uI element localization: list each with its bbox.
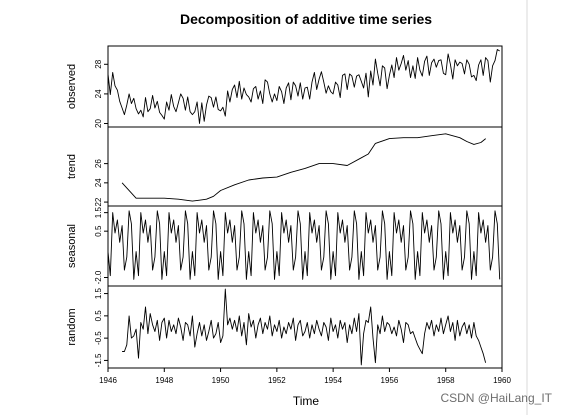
y-tick-label-trend: 26 — [94, 159, 103, 168]
y-tick-label-random: -0.5 — [94, 331, 103, 345]
y-tick-label-observed: 24 — [94, 89, 103, 98]
y-axis-label-random: random — [66, 308, 78, 345]
series-line-seasonal — [107, 210, 501, 280]
chart-title: Decomposition of additive time series — [180, 11, 432, 27]
y-tick-label-random: 0.5 — [94, 310, 103, 322]
x-tick-label: 1948 — [155, 376, 173, 385]
y-axis-label-trend: trend — [66, 154, 78, 179]
x-tick-label: 1954 — [324, 376, 342, 385]
y-axis-label-observed: observed — [66, 64, 78, 109]
panel-seasonal: -2.0 0.5 1.5 seasonal — [66, 205, 503, 287]
series-line-random — [122, 288, 487, 366]
panel-random: -1.5 -0.5 0.5 1.5 random — [66, 285, 503, 369]
x-axis-label: Time — [293, 394, 320, 408]
panel-frame-observed — [107, 45, 503, 128]
y-tick-label-trend: 24 — [94, 178, 103, 187]
watermark-text: CSDN @HaiLang_IT — [440, 391, 552, 405]
y-tick-label-seasonal: -2.0 — [94, 270, 103, 284]
y-tick-label-random: 1.5 — [94, 287, 103, 299]
y-tick-label-observed: 20 — [94, 119, 103, 128]
y-tick-label-trend: 22 — [94, 197, 103, 206]
panel-trend: 22 24 26 trend — [66, 126, 503, 207]
x-tick-label: 1950 — [212, 376, 230, 385]
y-axis-label-seasonal: seasonal — [66, 224, 78, 268]
y-tick-label-seasonal: 0.5 — [94, 225, 103, 237]
panel-frame-random — [107, 285, 503, 369]
series-line-observed — [107, 49, 500, 124]
panel-frame-trend — [107, 126, 503, 207]
x-tick-label: 1958 — [437, 376, 455, 385]
x-axis: 1946 1948 1950 1952 1954 1956 1958 1960 — [99, 368, 511, 385]
x-tick-label: 1946 — [99, 376, 117, 385]
y-tick-label-observed: 28 — [94, 59, 103, 68]
x-tick-label: 1956 — [381, 376, 399, 385]
x-tick-label: 1952 — [268, 376, 286, 385]
y-tick-label-seasonal: 1.5 — [94, 207, 103, 219]
x-tick-label: 1960 — [493, 376, 511, 385]
y-tick-label-random: -1.5 — [94, 353, 103, 367]
series-line-trend — [121, 133, 486, 202]
panel-observed: 20 24 28 observed — [66, 45, 503, 128]
panels-group: 20 24 28 observed 22 24 26 trend -2.0 0.5 1.5 seaso… — [66, 45, 503, 369]
